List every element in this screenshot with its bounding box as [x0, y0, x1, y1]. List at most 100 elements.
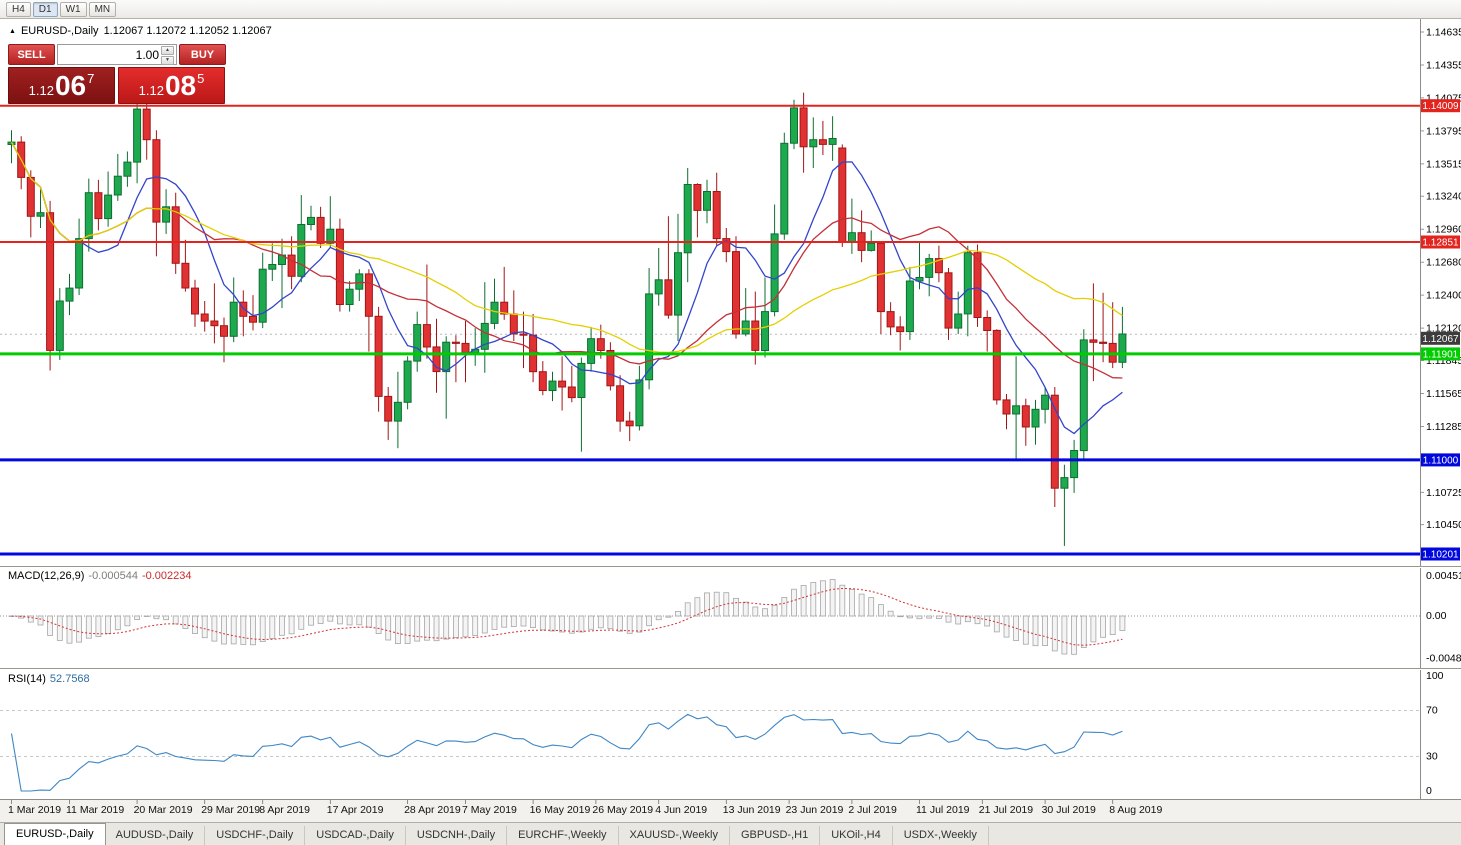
date-label: 23 Jun 2019: [786, 804, 844, 816]
timeframe-button-mn[interactable]: MN: [88, 1, 117, 17]
date-label: 29 Mar 2019: [201, 804, 260, 816]
macd-signal-line: [11, 587, 1123, 646]
chart-tabs-bar: EURUSD-,Daily AUDUSD-,Daily USDCHF-,Daily U…: [0, 822, 1461, 845]
buy-button[interactable]: BUY: [179, 44, 226, 65]
moving-average-8: [10, 141, 1123, 435]
price-badge: 1.14009: [1421, 99, 1460, 113]
moving-average-18: [10, 141, 1123, 379]
date-label: 1 Mar 2019: [8, 804, 61, 816]
macd-scale-tick: 0.004517: [1426, 570, 1461, 582]
macd-panel: [0, 579, 1420, 655]
chart-tab-xauusd[interactable]: XAUUSD-,Weekly: [619, 826, 730, 845]
macd-scale-tick: 0.00: [1426, 610, 1447, 622]
svg-text:1.12851: 1.12851: [1422, 238, 1459, 249]
chart-tab-ukoil[interactable]: UKOil-,H4: [820, 826, 893, 845]
candles-layer: [7, 92, 1127, 546]
chart-tab-eurchf[interactable]: EURCHF-,Weekly: [507, 826, 619, 845]
timeframe-toolbar: H4 D1 W1 MN: [0, 0, 1461, 19]
chart-tab-eurusd[interactable]: EURUSD-,Daily: [4, 823, 106, 845]
price-tick: 1.14355: [1426, 60, 1461, 72]
timeframe-button-h4[interactable]: H4: [6, 1, 31, 17]
buy-price-pipette: 5: [197, 71, 205, 86]
volume-field[interactable]: 1.00 ▲ ▼: [57, 44, 177, 65]
main-price-panel: [0, 92, 1420, 556]
price-tick: 1.12400: [1426, 290, 1461, 302]
horizontal-lines-layer: [0, 104, 1420, 556]
one-click-trading-panel: SELL 1.00 ▲ ▼ BUY 1.12 06 7 1.12 08 5: [8, 44, 226, 104]
macd-signal-value: -0.002234: [141, 570, 192, 582]
date-label: 8 Aug 2019: [1109, 804, 1162, 816]
buy-price-base: 1.12: [138, 83, 164, 98]
moving-average-34: [10, 141, 1123, 354]
price-tick: 1.12960: [1426, 224, 1461, 236]
chart-tab-gbpusd[interactable]: GBPUSD-,H1: [730, 826, 821, 845]
price-tick: 1.11565: [1426, 388, 1461, 400]
timeframe-button-d1[interactable]: D1: [32, 1, 58, 17]
volume-increase-button[interactable]: ▲: [161, 46, 174, 55]
price-tick: 1.13240: [1426, 191, 1461, 203]
macd-main-value: -0.000544: [88, 570, 138, 582]
date-label: 2 Jul 2019: [848, 804, 897, 816]
sell-price-big: 06: [54, 69, 87, 101]
buy-price-big: 08: [164, 69, 197, 101]
time-scale[interactable]: [0, 800, 1461, 822]
chart-tab-audusd[interactable]: AUDUSD-,Daily: [105, 826, 206, 845]
svg-text:1.11901: 1.11901: [1423, 349, 1459, 360]
rsi-scale-tick: 100: [1426, 670, 1444, 682]
price-tick: 1.13795: [1426, 125, 1461, 137]
date-label: 4 Jun 2019: [655, 804, 707, 816]
date-label: 13 Jun 2019: [723, 804, 781, 816]
rsi-line: [10, 713, 1123, 792]
svg-text:1.10201: 1.10201: [1422, 550, 1459, 561]
chart-tab-usdcnh[interactable]: USDCNH-,Daily: [406, 826, 508, 845]
price-tick: 1.10725: [1426, 487, 1461, 499]
timeframe-button-w1[interactable]: W1: [59, 1, 87, 17]
date-label: 7 May 2019: [462, 804, 517, 816]
chart-header: ▲ EURUSD-,Daily 1.12067 1.12072 1.12052 …: [9, 25, 272, 37]
chart-tab-usdchf[interactable]: USDCHF-,Daily: [205, 826, 306, 845]
macd-name: MACD(12,26,9): [8, 570, 85, 582]
svg-text:1.12067: 1.12067: [1422, 334, 1459, 345]
macd-scale-tick: -0.004800: [1426, 653, 1461, 665]
rsi-name: RSI(14): [8, 673, 46, 685]
date-label: 16 May 2019: [530, 804, 591, 816]
svg-text:1.14009: 1.14009: [1422, 101, 1459, 112]
volume-value[interactable]: 1.00: [135, 47, 159, 62]
rsi-panel: [0, 710, 1420, 792]
sell-button[interactable]: SELL: [8, 44, 55, 65]
date-label: 26 May 2019: [592, 804, 653, 816]
price-badge: 1.12067: [1421, 331, 1460, 345]
date-label: 21 Jul 2019: [979, 804, 1033, 816]
price-tick: 1.14635: [1426, 27, 1461, 39]
date-label: 11 Jul 2019: [916, 804, 970, 816]
rsi-value: 52.7568: [49, 673, 90, 685]
date-label: 30 Jul 2019: [1042, 804, 1096, 816]
chart-tab-usdx[interactable]: USDX-,Weekly: [893, 826, 989, 845]
price-tick: 1.10450: [1426, 519, 1461, 531]
chart-ohlc-readout: 1.12067 1.12072 1.12052 1.12067: [103, 25, 272, 37]
sell-price-panel[interactable]: 1.12 06 7: [8, 67, 115, 104]
date-label: 28 Apr 2019: [404, 804, 461, 816]
rsi-indicator-label: RSI(14) 52.7568: [8, 673, 90, 685]
price-tick: 1.12680: [1426, 257, 1461, 269]
price-scale[interactable]: 1.146351.143551.140751.137951.135151.132…: [1420, 19, 1461, 800]
rsi-scale-tick: 30: [1426, 751, 1438, 763]
date-label: 8 Apr 2019: [259, 804, 310, 816]
rsi-scale-tick: 70: [1426, 705, 1438, 717]
chart-tab-usdcad[interactable]: USDCAD-,Daily: [305, 826, 406, 845]
date-label: 11 Mar 2019: [66, 804, 124, 816]
sell-price-base: 1.12: [28, 83, 54, 98]
price-tick: 1.11285: [1426, 421, 1461, 433]
one-click-panel-toggle-icon[interactable]: ▲: [9, 28, 16, 35]
sell-price-pipette: 7: [87, 71, 95, 86]
buy-price-panel[interactable]: 1.12 08 5: [118, 67, 225, 104]
volume-decrease-button[interactable]: ▼: [161, 56, 174, 65]
date-label: 20 Mar 2019: [134, 804, 193, 816]
volume-spinner: ▲ ▼: [161, 46, 174, 65]
price-badge: 1.10201: [1421, 547, 1460, 561]
price-badge: 1.12851: [1421, 235, 1460, 249]
price-badge: 1.11901: [1421, 347, 1460, 361]
time-scale-labels: 1 Mar 2019 11 Mar 2019 20 Mar 2019 29 Mar 2…: [8, 800, 1162, 816]
